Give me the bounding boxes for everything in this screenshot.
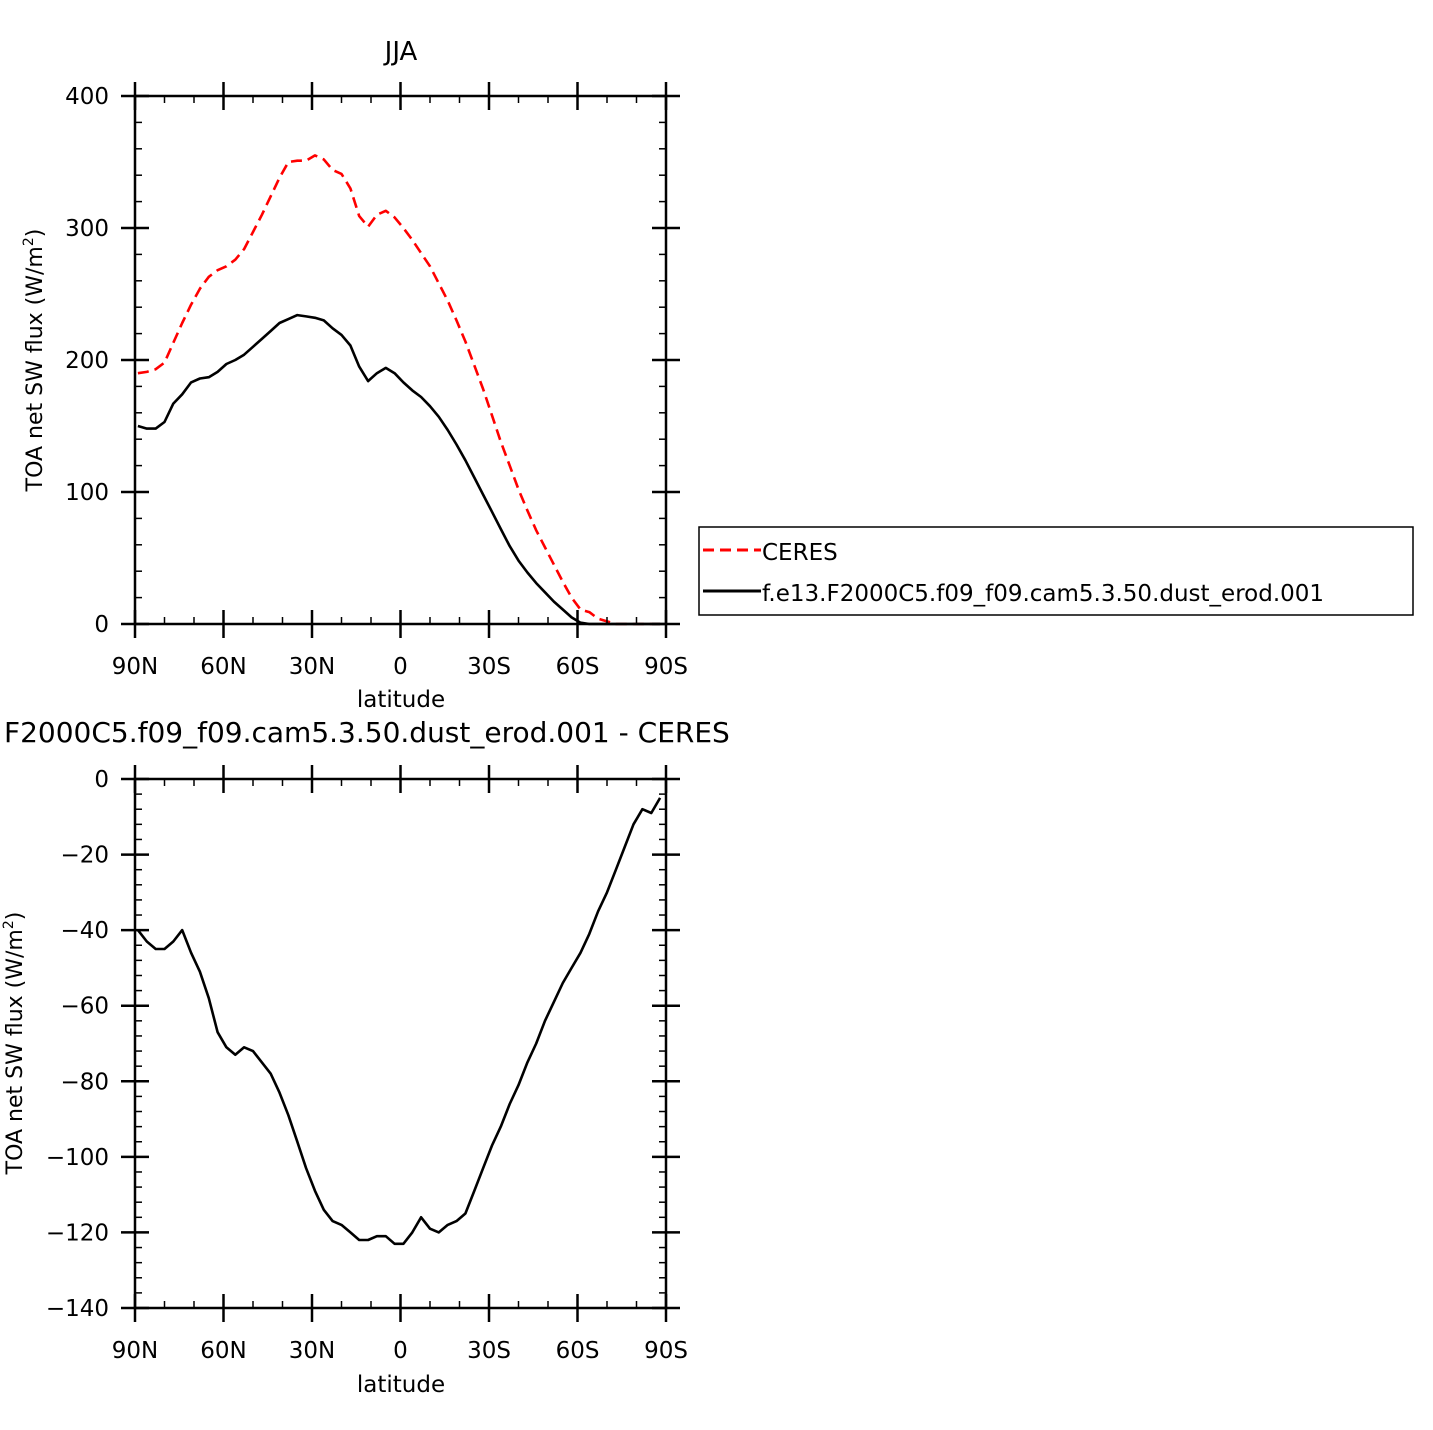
top-series-line-1 [137,313,661,626]
bottom-panel-title: F2000C5.f09_f09.cam5.3.50.dust_erod.001 … [4,716,730,749]
top-plot-frame [133,94,668,626]
top-y-axis-label: TOA net SW flux (W/m2) [21,229,48,493]
bottom-series-line-0 [136,797,662,1246]
bottom-plot-frame [133,777,668,1310]
top-y-tick-label: 100 [65,480,109,506]
bottom-y-tick-label: −60 [60,994,109,1020]
bottom-x-tick-label: 30N [289,1338,335,1364]
top-x-tick-label: 60S [556,654,600,680]
bottom-x-axis-label: latitude [357,1372,445,1398]
top-series-line-0 [137,154,661,626]
top-x-axis-label: latitude [357,687,445,713]
top-x-tick-label: 90S [644,654,688,680]
top-y-tick-label: 200 [65,348,109,374]
top-x-tick-label: 30N [289,654,335,680]
bottom-y-tick-label: −20 [60,843,109,869]
bottom-x-tick-label: 30S [467,1338,511,1364]
top-panel-title: JJA [383,37,418,67]
bottom-x-tick-label: 0 [393,1338,408,1364]
legend-ceres-label: CERES [762,540,838,566]
bottom-y-tick-label: −80 [60,1069,109,1095]
top-x-tick-label: 30S [467,654,511,680]
bottom-panel-series [136,797,662,1246]
legend: CERES f.e13.F2000C5.f09_f09.cam5.3.50.du… [698,526,1414,616]
bottom-x-tick-label: 60S [556,1338,600,1364]
bottom-x-tick-label: 90S [644,1338,688,1364]
bottom-x-tick-label: 60N [200,1338,246,1364]
bottom-panel: F2000C5.f09_f09.cam5.3.50.dust_erod.001 … [1,716,730,1398]
top-y-tick-label: 400 [65,84,109,110]
top-y-tick-label: 300 [65,216,109,242]
legend-box [698,526,1414,616]
bottom-y-tick-label: −40 [60,918,109,944]
bottom-y-tick-label: −140 [46,1296,109,1322]
bottom-x-tick-label: 90N [112,1338,158,1364]
bottom-y-axis-label: TOA net SW flux (W/m2) [1,912,28,1176]
legend-model-label: f.e13.F2000C5.f09_f09.cam5.3.50.dust_ero… [762,581,1324,607]
bottom-y-tick-label: 0 [94,767,109,793]
top-panel: JJA 0 100 200 300 400 90N 60N 30N 0 30S 60S 90S la… [21,37,688,713]
bottom-y-tick-label: −100 [46,1145,109,1171]
top-panel-series [137,154,661,626]
top-y-tick-label: 0 [94,612,109,638]
bottom-y-tick-label: −120 [46,1220,109,1246]
top-x-tick-label: 0 [393,654,408,680]
top-x-tick-label: 90N [112,654,158,680]
top-x-tick-label: 60N [200,654,246,680]
